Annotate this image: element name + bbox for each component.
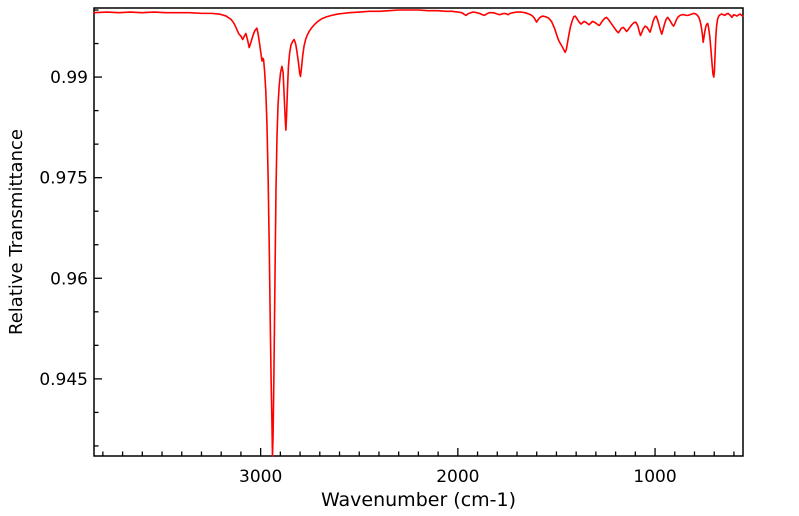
spectrum-line [93, 9, 744, 457]
x-axis-label: Wavenumber (cm-1) [321, 489, 516, 511]
y-tick-label: 0.945 [39, 370, 88, 390]
axis-ticks [94, 9, 735, 456]
x-tick-label: 1000 [633, 467, 676, 487]
plot-border [93, 7, 744, 457]
y-tick-label: 0.96 [50, 269, 88, 289]
axis-tick-labels: 3000 2000 1000 0.945 0.96 0.975 0.99 [39, 68, 676, 487]
y-tick-label: 0.975 [39, 169, 88, 189]
y-tick-label: 0.99 [50, 68, 88, 88]
y-axis-label: Relative Transmittance [6, 129, 27, 335]
x-tick-label: 3000 [239, 467, 282, 487]
x-tick-label: 2000 [436, 467, 479, 487]
